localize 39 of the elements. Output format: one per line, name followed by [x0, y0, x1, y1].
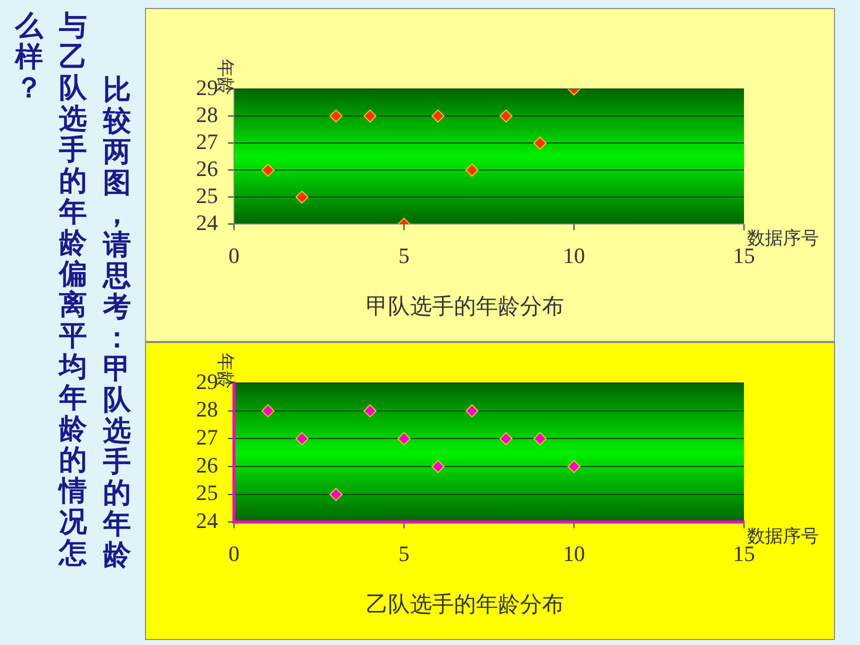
- point: [262, 404, 274, 418]
- text: 与乙队选手的年龄偏离平均年龄的情况怎: [59, 9, 87, 569]
- y-tick-label: 28: [196, 396, 218, 422]
- y-tick-label: 24: [196, 210, 218, 235]
- point: [432, 460, 444, 474]
- point: [500, 432, 512, 446]
- text: 么样？: [14, 9, 44, 104]
- point: [568, 460, 580, 474]
- text: 比较两图，请思考：甲队选手的年龄: [103, 73, 131, 571]
- point: [364, 404, 376, 418]
- point: [398, 432, 410, 446]
- y-tick-label: 26: [196, 452, 218, 478]
- point: [500, 110, 512, 123]
- point: [432, 110, 444, 123]
- y-tick-label: 25: [196, 182, 218, 208]
- y-tick-label: 26: [196, 156, 218, 181]
- point: [330, 110, 342, 123]
- point: [534, 136, 546, 150]
- y-tick-label: 27: [196, 424, 218, 450]
- point: [296, 432, 308, 446]
- x-tick-label: 10: [563, 243, 585, 268]
- point: [466, 404, 478, 418]
- text: 乙队选手的年龄分布: [366, 592, 564, 618]
- y-tick-label: 28: [196, 102, 218, 127]
- point: [296, 190, 308, 204]
- point: [364, 110, 376, 123]
- y-tick-label: 27: [196, 128, 218, 154]
- point: [262, 164, 274, 177]
- y-tick-label: 25: [196, 480, 218, 506]
- point: [466, 164, 478, 177]
- point: [330, 488, 342, 501]
- point: [534, 432, 546, 446]
- x-tick-label: 5: [398, 243, 410, 268]
- x-tick-label: 5: [398, 541, 410, 566]
- x-tick-label: 0: [228, 243, 240, 268]
- x-tick-label: 0: [228, 541, 240, 566]
- text: 甲队选手的年龄分布: [366, 294, 564, 320]
- y-tick-label: 24: [196, 508, 218, 533]
- x-tick-label: 10: [563, 541, 585, 566]
